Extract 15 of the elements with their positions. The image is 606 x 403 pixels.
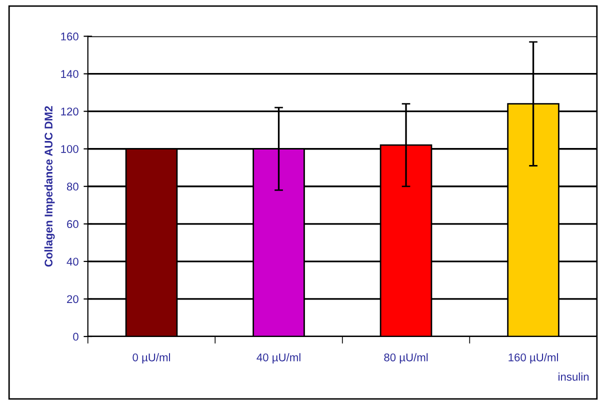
y-tick-label: 140 bbox=[61, 70, 78, 78]
y-tick-label: 120 bbox=[61, 108, 78, 116]
y-axis-title: Collagen Impedance AUC DM2 bbox=[44, 106, 55, 267]
x-tick-label: 160 µU/ml bbox=[508, 353, 558, 364]
y-tick-label: 80 bbox=[66, 182, 78, 191]
y-tick-label: 100 bbox=[61, 145, 78, 153]
x-tick-label: 0 µU/ml bbox=[132, 353, 170, 364]
x-tick-label: 80 µU/ml bbox=[384, 353, 428, 364]
x-tick-label: 40 µU/ml bbox=[256, 353, 300, 364]
y-tick-label: 40 bbox=[66, 258, 78, 266]
y-tick-label: 0 bbox=[73, 332, 78, 341]
x-axis-title: insulin bbox=[558, 372, 589, 381]
y-tick-label: 160 bbox=[61, 32, 78, 40]
y-tick-label: 20 bbox=[67, 295, 78, 304]
y-tick-label: 60 bbox=[67, 220, 78, 228]
